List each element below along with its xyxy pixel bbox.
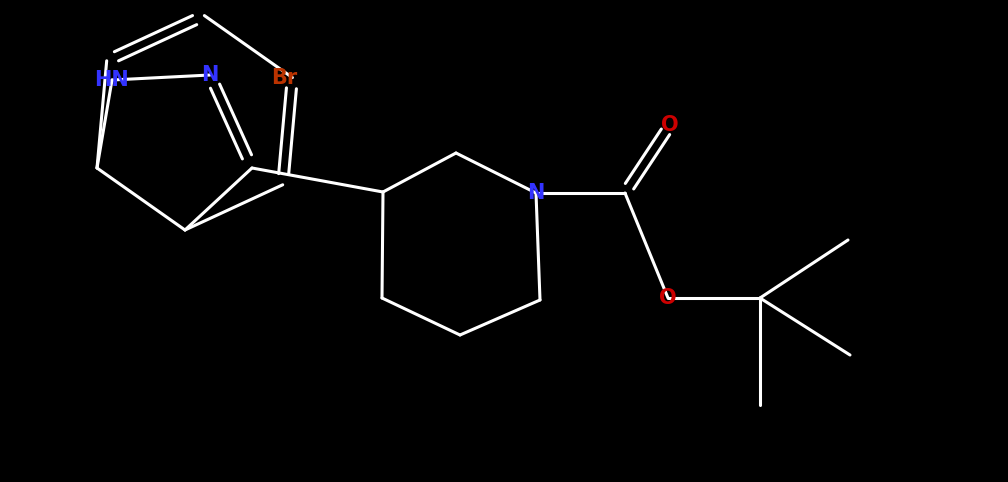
Text: N: N: [527, 183, 544, 203]
Text: N: N: [202, 65, 219, 85]
Text: Br: Br: [271, 67, 297, 88]
Text: O: O: [661, 115, 678, 135]
Text: O: O: [659, 288, 676, 308]
Text: HN: HN: [95, 70, 129, 90]
